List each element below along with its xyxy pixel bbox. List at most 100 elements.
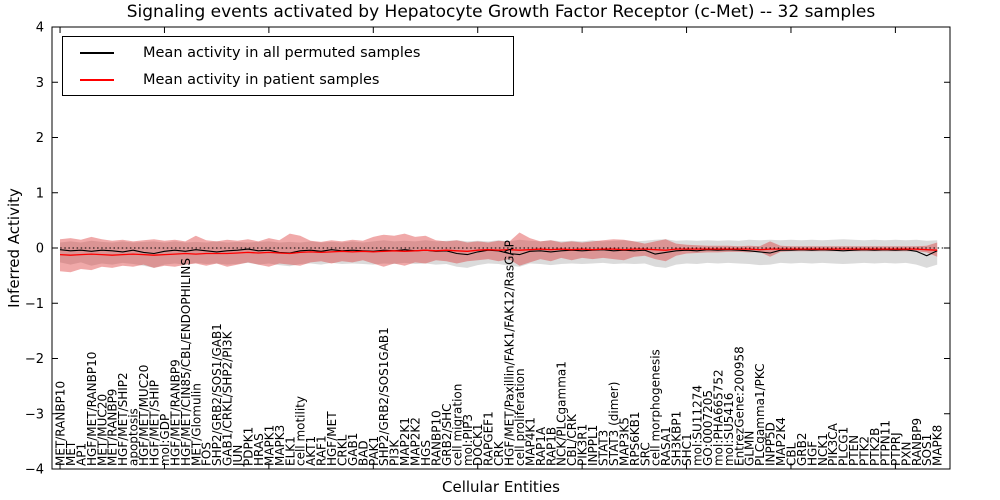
x-category-label: PTK2 [858,436,872,466]
patient-std-band [60,232,938,273]
x-category-label: GLMN [743,431,757,466]
x-category-label: INPPL1 [586,425,600,466]
x-category-label: INPP5D [764,422,778,466]
x-category-label: PIK3CA [826,422,840,466]
x-category-label: MAP2K1 [398,417,412,466]
x-category-label: HGF/MET/RANBP9 [168,359,182,466]
legend-label-permuted: Mean activity in all permuted samples [143,44,421,61]
x-category-label: RAPGEF1 [482,411,496,466]
x-category-label: SHC1 [680,433,694,466]
chart-title: Signaling events activated by Hepatocyte… [126,2,876,22]
y-tick-label: 4 [36,21,44,36]
x-category-label: PTEN [847,435,861,466]
x-category-label: cell morphogenesis [649,349,663,466]
x-category-label: STAT3 (dimer) [607,382,621,466]
legend: Mean activity in all permuted samples Me… [62,36,514,96]
x-category-label: PAK1 [367,436,381,466]
y-tick-label: −3 [25,407,44,422]
x-category-label: PI3K [388,439,402,466]
x-category-label: mol:PHA665752 [711,369,725,466]
x-category-label: PTPRJ [889,432,903,466]
x-category-label: MET/MUC20 [95,394,109,466]
x-category-label: MET/RANBP10 [54,381,68,466]
legend-line-red-icon [80,78,114,81]
x-category-label: PLCG1 [837,427,851,466]
x-category-label: MAP4K1 [523,417,537,466]
legend-label-patient: Mean activity in patient samples [143,71,380,88]
x-category-label: SOS1 [920,434,934,466]
y-tick-label: −4 [25,463,44,478]
x-category-label: HGF/MET/SHIP [148,380,162,466]
x-category-label: GRB2 [795,432,809,466]
x-category-label: MAPK3 [273,425,287,466]
y-tick-label: 0 [36,242,44,257]
x-category-label: GRB2/SHC [440,403,454,466]
x-category-label: RANBP10 [429,410,443,466]
x-category-label: SRC [638,442,652,466]
x-category-label: NCK/PLCgamma1 [555,361,569,466]
x-category-label: SHP2/GRB2/SOS1GAB1 [377,327,391,466]
x-category-label: RAP1A [534,426,548,466]
x-category-label: NCK1 [816,433,830,466]
x-category-label: RAP1B [544,427,558,466]
x-category-label: MAP2K4 [774,417,788,466]
x-category-label: CBL/CRK [565,413,579,466]
y-tick-label: −2 [25,352,44,367]
x-category-label: BAD [356,440,370,466]
x-category-label: PXN [899,442,913,466]
x-category-label: CRK [492,440,506,466]
x-category-label: mol:SU5416 [722,393,736,466]
y-tick-label: −1 [25,297,44,312]
x-category-label: AP1 [74,443,88,466]
x-category-label: MET/RANBP9 [106,389,120,466]
x-category-label: HRAS [252,433,266,466]
x-category-label: HGF/MET/MUC20 [137,365,151,466]
x-category-label: HGF/MET/CIN85/CBL/ENDOPHILINS [179,258,193,466]
permuted-std-band [60,239,938,268]
x-category-label: GAB1 [346,433,360,466]
x-category-label: HGF/MET/SHIP2 [116,372,130,466]
x-category-label: mol:GDP [158,414,172,466]
x-category-label: HGF/MET/Paxillin/FAK1/FAK12/RasGAP [503,240,517,466]
x-category-label: HGF [805,441,819,466]
x-category-label: JUN [231,445,245,467]
x-axis-label: Cellular Entities [442,478,560,496]
x-category-label: GAB1/CRKL/SHP2/PI3K [221,330,235,466]
x-category-label: cell proliferation [513,368,527,466]
x-category-label: MAPK1 [262,425,276,466]
patient-mean-line [59,248,938,256]
x-category-label: PLCgamma1/PKC [753,363,767,466]
x-category-label: HGS [419,440,433,466]
x-category-label: PTK2B [868,428,882,466]
x-category-label: CRKL [335,434,349,466]
x-category-label: MET/Glomulin [189,383,203,466]
x-category-label: mol:SU11274 [690,385,704,466]
x-category-label: GO:0007205 [701,390,715,466]
x-category-label: apoptosis [127,408,141,466]
x-category-label: AKT1 [304,436,318,466]
x-category-label: MAP3K5 [617,417,631,466]
y-axis-label: Inferred Activity [5,188,23,308]
x-category-label: PDPK1 [241,427,255,466]
x-category-label: FOS [200,442,214,466]
x-category-label: SH3KBP1 [670,411,684,466]
x-category-label: mol:PIP3 [461,414,475,466]
legend-line-black-icon [80,51,114,54]
legend-item-permuted: Mean activity in all permuted samples [63,45,513,61]
x-category-label: SHP2/GRB2/SOS1/GAB1 [210,323,224,466]
x-category-label: DOCK1 [471,423,485,466]
y-tick-label: 2 [36,131,44,146]
y-tick-label: 3 [36,76,44,91]
x-category-label: RPS6KB1 [628,411,642,466]
y-tick-label: 1 [36,186,44,201]
x-category-label: PIK3R1 [576,424,590,466]
x-category-label: MAPK8 [931,425,945,466]
x-category-label: PTPN11 [878,420,892,466]
x-category-label: ELK1 [283,436,297,466]
x-category-label: cell migration [450,384,464,466]
x-category-label: HGF/MET/RANBP10 [85,352,99,466]
x-category-label: CBL [784,442,798,466]
x-category-label: EntrezGene:200958 [732,346,746,466]
